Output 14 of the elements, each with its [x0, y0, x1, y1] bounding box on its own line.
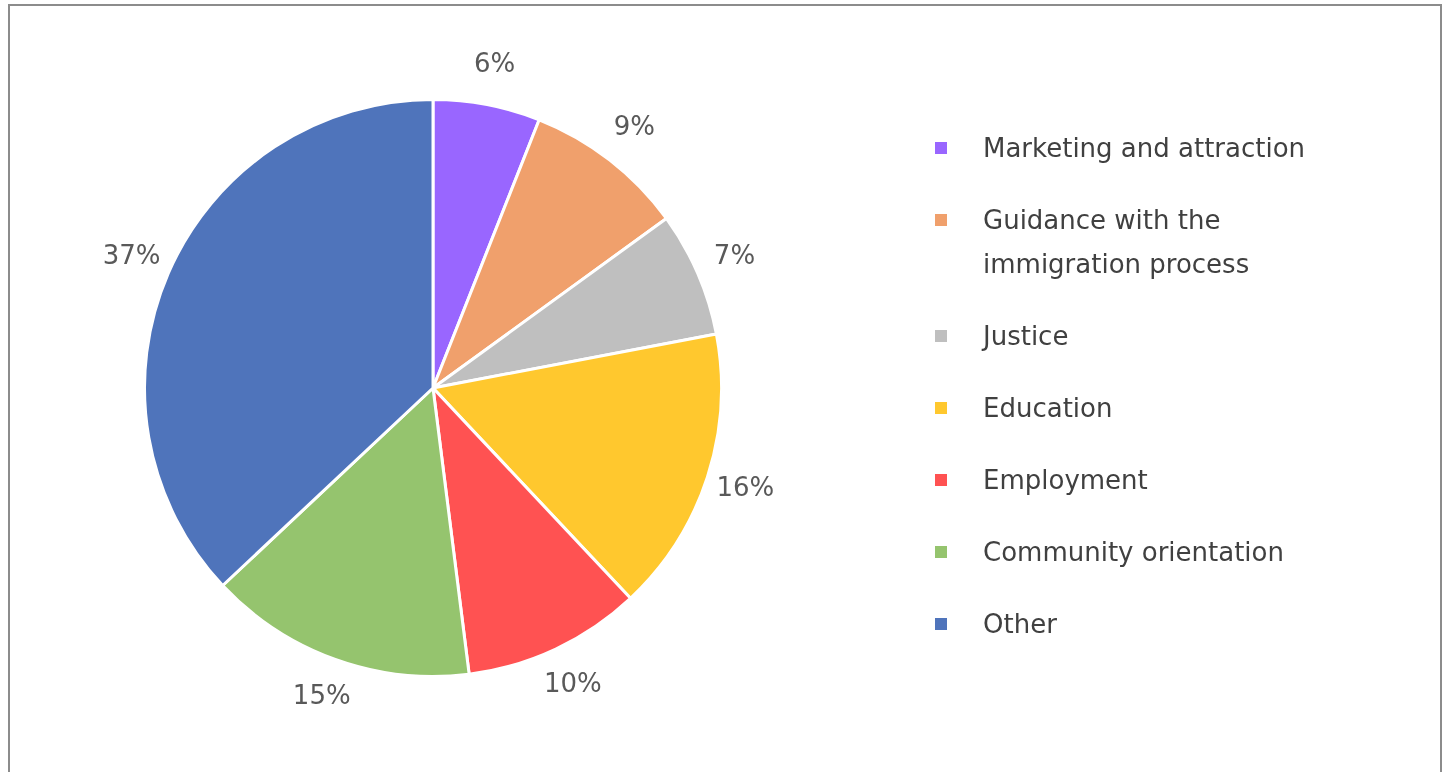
legend-label: Education — [983, 392, 1113, 425]
data-label: 15% — [292, 679, 351, 710]
data-label: 7% — [713, 240, 756, 271]
data-label: 9% — [613, 111, 655, 142]
legend-label: Guidance with the immigration process — [983, 204, 1251, 281]
data-label: 16% — [716, 472, 775, 503]
legend-label: Marketing and attraction — [983, 132, 1306, 165]
data-label: 37% — [102, 240, 161, 271]
legend-label: Employment — [983, 464, 1148, 497]
legend-label: Other — [983, 608, 1057, 641]
legend-label: Justice — [983, 320, 1069, 353]
legend-label: Community orientation — [983, 536, 1284, 569]
data-label: 6% — [473, 48, 516, 79]
data-label: 10% — [543, 667, 602, 698]
